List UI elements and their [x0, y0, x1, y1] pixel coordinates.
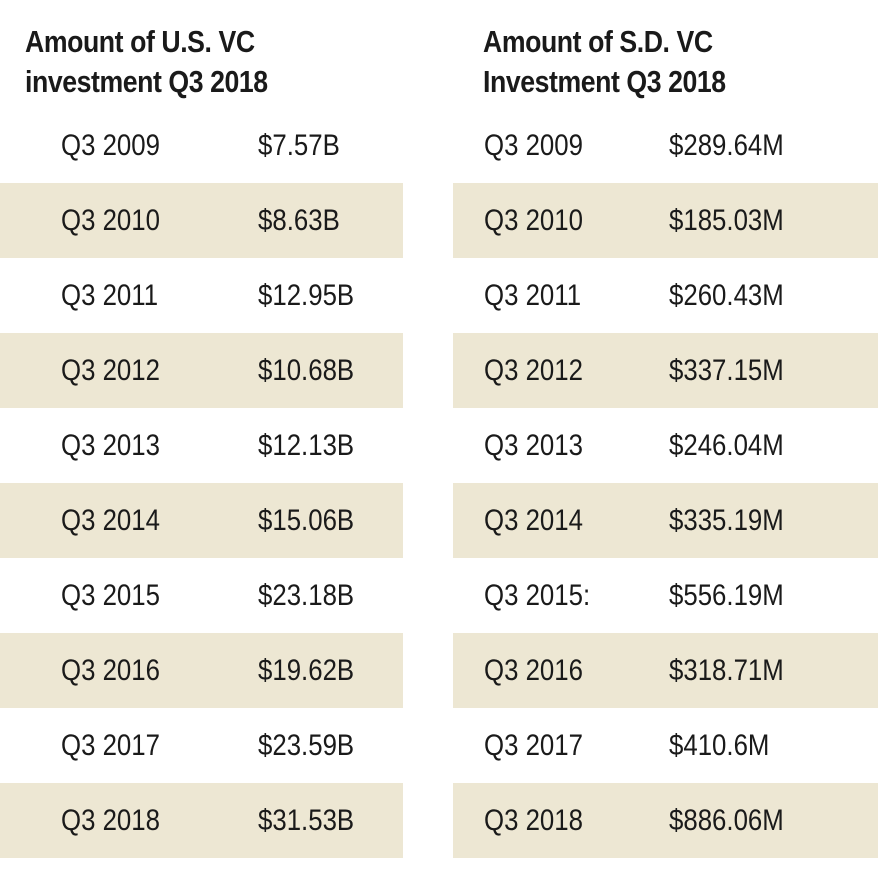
us-vc-title-line-2: investment Q3 2018 [25, 64, 268, 99]
table-row: Q3 2017 $23.59B [0, 708, 403, 783]
amount-cell: $19.62B [258, 654, 355, 687]
quarter-cell: Q3 2015 [61, 579, 160, 612]
sd-vc-table-title: Amount of S.D. VC Investment Q3 2018 [483, 22, 726, 102]
amount-cell: $318.71M [669, 654, 784, 687]
amount-cell: $31.53B [258, 804, 355, 837]
table-row: Q3 2015: $556.19M [453, 558, 878, 633]
amount-cell: $12.13B [258, 429, 355, 462]
amount-cell: $7.57B [258, 129, 340, 162]
table-row: Q3 2015 $23.18B [0, 558, 403, 633]
quarter-cell: Q3 2012 [61, 354, 160, 387]
amount-cell: $410.6M [669, 729, 770, 762]
us-vc-table-title: Amount of U.S. VC investment Q3 2018 [25, 22, 268, 102]
quarter-cell: Q3 2011 [484, 279, 582, 312]
table-row: Q3 2014 $15.06B [0, 483, 403, 558]
sd-vc-title-line-1: Amount of S.D. VC [483, 24, 713, 59]
amount-cell: $335.19M [669, 504, 784, 537]
table-row: Q3 2010 $8.63B [0, 183, 403, 258]
amount-cell: $886.06M [669, 804, 784, 837]
quarter-cell: Q3 2009 [61, 129, 160, 162]
amount-cell: $556.19M [669, 579, 784, 612]
table-row: Q3 2018 $31.53B [0, 783, 403, 858]
sd-vc-title-line-2: Investment Q3 2018 [483, 64, 726, 99]
amount-cell: $23.18B [258, 579, 355, 612]
table-row: Q3 2016 $19.62B [0, 633, 403, 708]
amount-cell: $260.43M [669, 279, 784, 312]
amount-cell: $23.59B [258, 729, 355, 762]
table-row: Q3 2017 $410.6M [453, 708, 878, 783]
table-row: Q3 2012 $10.68B [0, 333, 403, 408]
quarter-cell: Q3 2018 [61, 804, 160, 837]
amount-cell: $12.95B [258, 279, 355, 312]
table-row: Q3 2009 $289.64M [453, 108, 878, 183]
table-row: Q3 2016 $318.71M [453, 633, 878, 708]
table-row: Q3 2013 $246.04M [453, 408, 878, 483]
us-vc-rows: Q3 2009 $7.57B Q3 2010 $8.63B Q3 2011 $12.95B… [0, 108, 403, 858]
quarter-cell: Q3 2009 [484, 129, 583, 162]
quarter-cell: Q3 2013 [61, 429, 160, 462]
quarter-cell: Q3 2011 [61, 279, 159, 312]
amount-cell: $185.03M [669, 204, 784, 237]
table-row: Q3 2011 $12.95B [0, 258, 403, 333]
quarter-cell: Q3 2017 [484, 729, 583, 762]
quarter-cell: Q3 2018 [484, 804, 583, 837]
amount-cell: $15.06B [258, 504, 355, 537]
table-row: Q3 2013 $12.13B [0, 408, 403, 483]
table-row: Q3 2014 $335.19M [453, 483, 878, 558]
table-row: Q3 2012 $337.15M [453, 333, 878, 408]
quarter-cell: Q3 2017 [61, 729, 160, 762]
quarter-cell: Q3 2013 [484, 429, 583, 462]
table-row: Q3 2010 $185.03M [453, 183, 878, 258]
amount-cell: $10.68B [258, 354, 355, 387]
sd-vc-rows: Q3 2009 $289.64M Q3 2010 $185.03M Q3 2011 $26… [453, 108, 878, 858]
amount-cell: $289.64M [669, 129, 784, 162]
quarter-cell: Q3 2012 [484, 354, 583, 387]
amount-cell: $337.15M [669, 354, 784, 387]
table-row: Q3 2011 $260.43M [453, 258, 878, 333]
amount-cell: $8.63B [258, 204, 340, 237]
us-vc-title-line-1: Amount of U.S. VC [25, 24, 255, 59]
quarter-cell: Q3 2010 [61, 204, 160, 237]
table-row: Q3 2009 $7.57B [0, 108, 403, 183]
amount-cell: $246.04M [669, 429, 784, 462]
quarter-cell: Q3 2014 [484, 504, 583, 537]
table-row: Q3 2018 $886.06M [453, 783, 878, 858]
quarter-cell: Q3 2014 [61, 504, 160, 537]
quarter-cell: Q3 2015: [484, 579, 591, 612]
quarter-cell: Q3 2016 [61, 654, 160, 687]
quarter-cell: Q3 2010 [484, 204, 583, 237]
quarter-cell: Q3 2016 [484, 654, 583, 687]
